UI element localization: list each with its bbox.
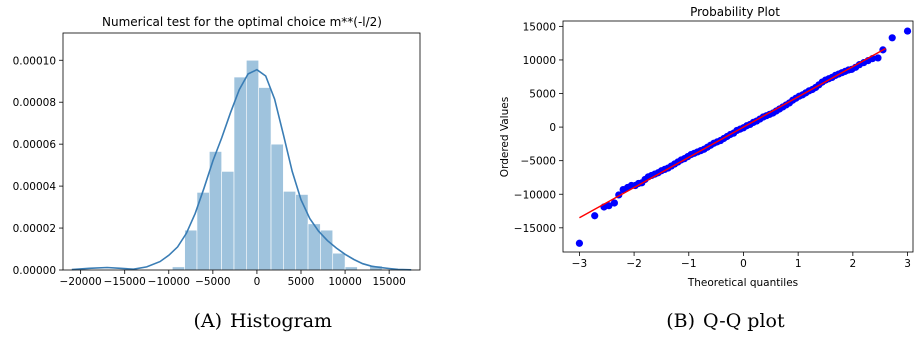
y-tick-label: 0.00006 [13, 139, 57, 151]
x-tick-label: 2 [850, 258, 857, 270]
qq-plot-title: Probability Plot [690, 5, 780, 19]
kde-curve [71, 68, 412, 271]
caption-b-text: Q-Q plot [703, 310, 785, 332]
x-tick-label: −1 [681, 258, 696, 270]
qq-plot-frame [562, 20, 914, 253]
y-tick-label: 0.00002 [13, 223, 56, 235]
x-tick-label: −10000 [148, 276, 190, 288]
x-tick-label: 0 [254, 276, 261, 288]
histogram-plot-area: −20000 −15000 −10000 −5000 0 5000 10000 15000 0.… [13, 55, 412, 288]
histogram-chart: Numerical test for the optimal choice m*… [13, 15, 421, 288]
y-tick-label: −10000 [514, 189, 556, 201]
y-tick-label: 15000 [523, 21, 556, 33]
qq-data-point [575, 239, 584, 247]
x-tick-label: −20000 [60, 276, 102, 288]
y-tick-label: 5000 [529, 89, 556, 101]
histogram-bar [209, 151, 222, 271]
histogram-bar [233, 76, 247, 271]
qq-data-point [605, 202, 613, 210]
qq-data-point [903, 27, 912, 35]
qq-data-point [874, 54, 882, 62]
qq-x-axis-label: Theoretical quantiles [687, 277, 798, 289]
x-tick-label: −5000 [195, 276, 231, 288]
qq-data-point [888, 34, 896, 42]
x-tick-label: −2 [626, 258, 641, 270]
y-tick-label: 0.00008 [13, 97, 56, 109]
x-tick-label: 15000 [372, 276, 405, 288]
histogram-bar [184, 229, 198, 271]
histogram-bar [295, 194, 309, 271]
qq-plot-chart: Probability Plot −3 −2 −1 0 1 2 3−15000−10000−… [499, 5, 914, 289]
x-tick-label: 1 [795, 258, 802, 270]
x-tick-label: 0 [740, 258, 747, 270]
histogram-bar [258, 87, 272, 271]
x-tick-label: −3 [572, 258, 587, 270]
caption-b: (B) Q-Q plot [666, 310, 785, 332]
histogram-bar [270, 143, 284, 271]
x-tick-label: 5000 [288, 276, 315, 288]
y-tick-label: 0.00000 [13, 265, 56, 277]
y-tick-label: 0 [549, 122, 556, 134]
histogram-bar [172, 266, 185, 271]
qq-fit-line [579, 47, 886, 219]
qq-plot-area: −3 −2 −1 0 1 2 3 −15000 −10000 −5000 0 5000 10000 150… [514, 21, 912, 270]
histogram-bar [332, 252, 346, 271]
qq-y-axis-label: Ordered Values [499, 97, 511, 177]
svg-text:(A): (A) [193, 310, 222, 332]
histogram-bar [344, 266, 358, 271]
histogram-bar [246, 59, 259, 271]
x-tick-label: 10000 [328, 276, 361, 288]
caption-a-label: (A) [193, 310, 222, 332]
x-tick-label: 3 [904, 258, 911, 270]
histogram-bar [283, 191, 297, 271]
y-tick-label: 0.00004 [13, 181, 57, 193]
svg-text:(B): (B) [666, 310, 695, 332]
y-tick-label: 0.00010 [13, 55, 56, 67]
y-tick-label: 10000 [523, 55, 556, 67]
x-tick-label: −15000 [104, 276, 146, 288]
histogram-bar [221, 171, 235, 271]
qq-data-point [610, 199, 619, 207]
y-tick-label: −5000 [520, 156, 556, 168]
qq-data-point [591, 212, 599, 220]
caption-a-text: Histogram [230, 310, 332, 332]
histogram-frame [62, 32, 421, 271]
histogram-title: Numerical test for the optimal choice m*… [102, 15, 382, 29]
y-tick-label: −15000 [514, 223, 556, 235]
caption-b-label: (B) [666, 310, 695, 332]
caption-a: (A) Histogram [193, 310, 332, 332]
